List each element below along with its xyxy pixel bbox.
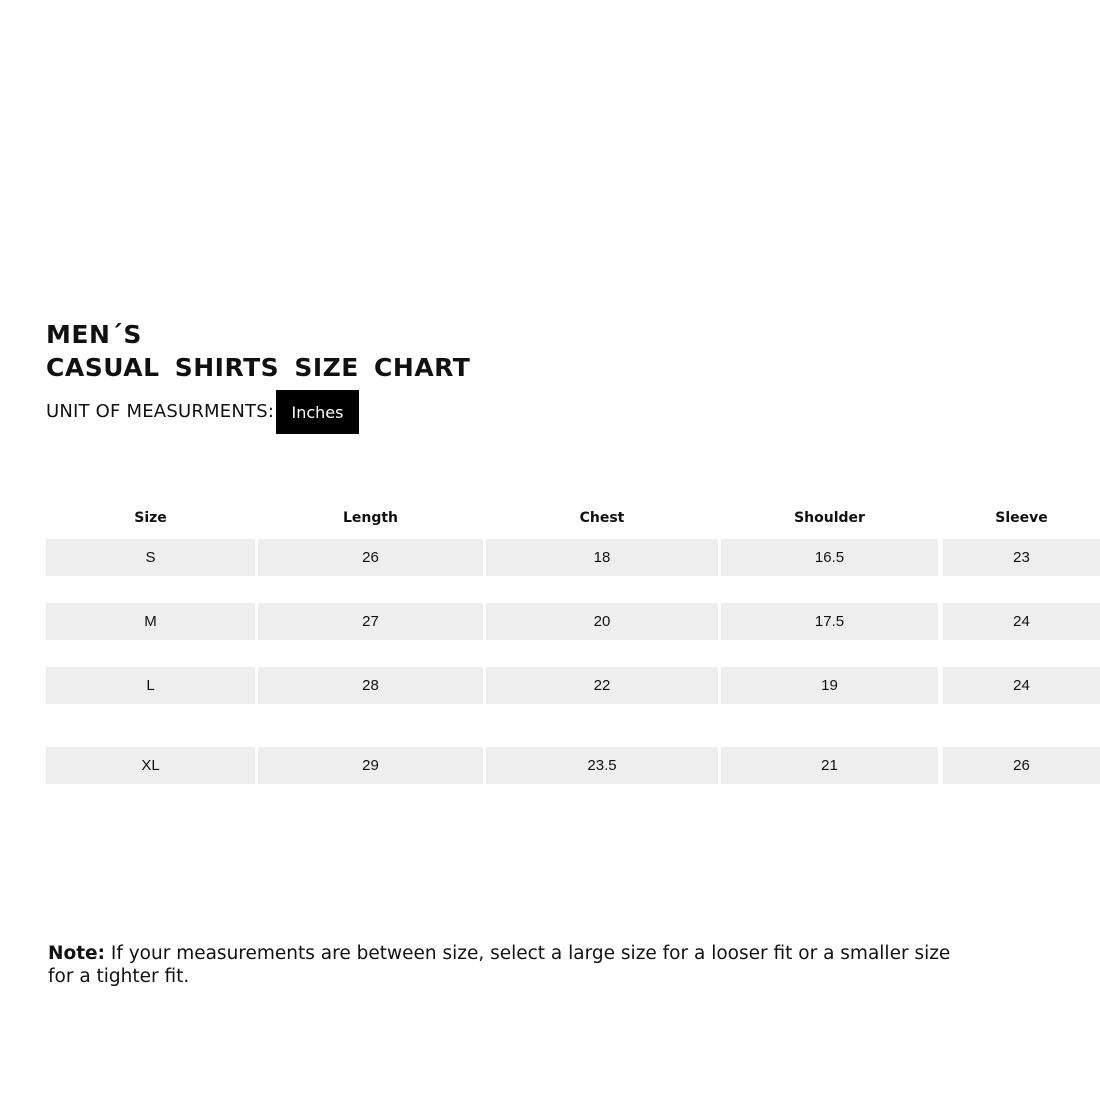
table-cell: 18: [486, 539, 718, 576]
table-cell: 26: [258, 539, 483, 576]
table-cell: S: [46, 539, 255, 576]
column-header-length: Length: [342, 510, 399, 526]
unit-badge: Inches: [276, 390, 359, 434]
table-cell: 24: [943, 667, 1100, 704]
table-cell: 16.5: [721, 539, 938, 576]
column-header-chest: Chest: [579, 510, 625, 526]
note: Note: If your measurements are between s…: [48, 942, 968, 988]
note-label: Note:: [48, 943, 105, 964]
table-cell: 20: [486, 603, 718, 640]
table-cell: 22: [486, 667, 718, 704]
table-cell: 21: [721, 747, 938, 784]
table-cell: XL: [46, 747, 255, 784]
table-cell: L: [46, 667, 255, 704]
column-header-shoulder: Shoulder: [794, 510, 865, 526]
table-cell: 26: [943, 747, 1100, 784]
note-text: If your measurements are between size, s…: [48, 943, 951, 987]
page-title: CASUAL SHIRTS SIZE CHART: [46, 353, 471, 382]
table-cell: 24: [943, 603, 1100, 640]
column-header-sleeve: Sleeve: [995, 510, 1048, 526]
table-cell: 19: [721, 667, 938, 704]
table-cell: 27: [258, 603, 483, 640]
table-cell: 17.5: [721, 603, 938, 640]
table-cell: 23.5: [486, 747, 718, 784]
unit-label: UNIT OF MEASURMENTS:: [46, 401, 275, 422]
column-header-size: Size: [134, 510, 167, 526]
table-cell: M: [46, 603, 255, 640]
title-line-1: MEN´S: [46, 320, 142, 349]
table-cell: 23: [943, 539, 1100, 576]
table-cell: 28: [258, 667, 483, 704]
table-cell: 29: [258, 747, 483, 784]
